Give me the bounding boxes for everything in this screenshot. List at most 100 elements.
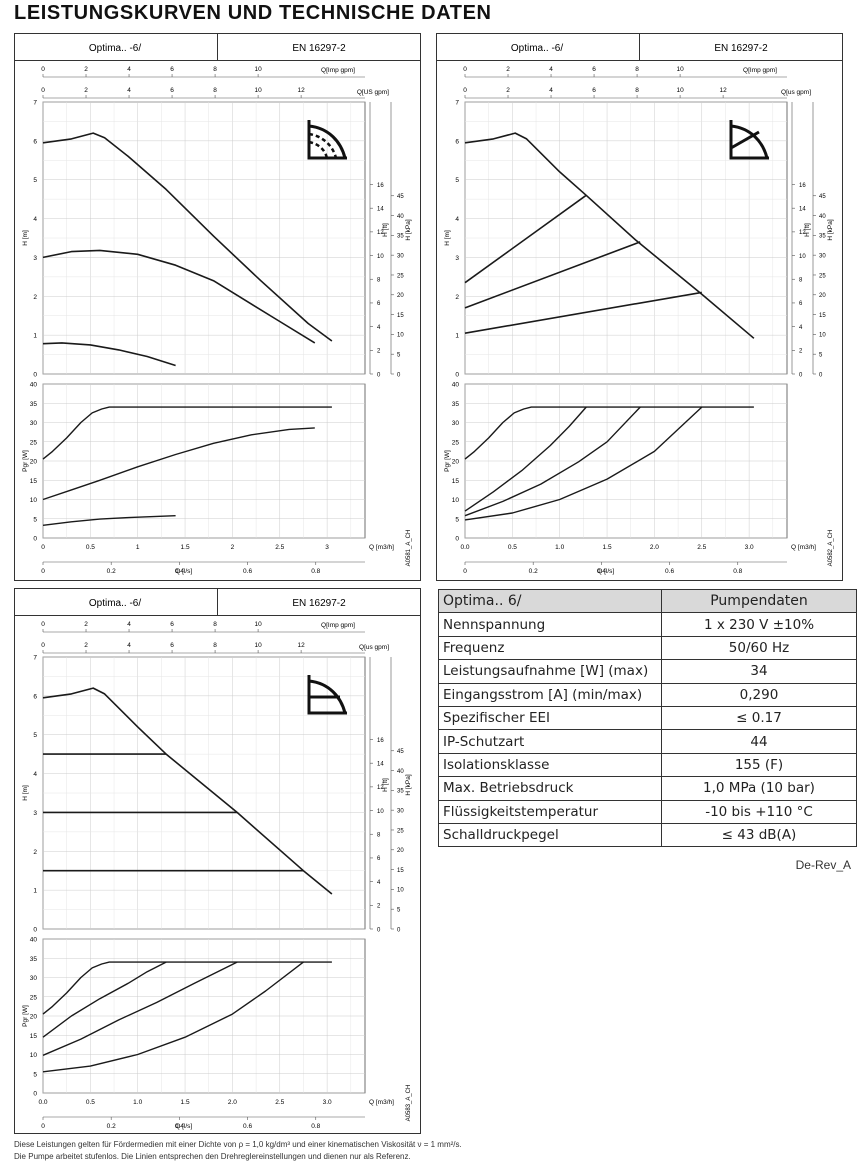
spec-label: Frequenz xyxy=(438,635,662,661)
spec-label: Leistungsaufnahme [W] (max) xyxy=(438,659,662,684)
ft-tick-label: 8 xyxy=(377,278,381,284)
us-gpm-tick-label: 6 xyxy=(170,642,174,649)
spec-row: Flüssigkeitstemperatur -10 bis +110 °C xyxy=(438,799,857,824)
icon-curve xyxy=(308,679,347,714)
us-gpm-tick-label: 6 xyxy=(592,87,596,94)
q-tick-label: 1.5 xyxy=(603,544,612,551)
ft-tick-label: 2 xyxy=(799,349,803,355)
p-tick-label: 30 xyxy=(452,420,460,427)
h-tick-label: 2 xyxy=(33,294,37,301)
kpa-tick-label: 40 xyxy=(397,214,404,220)
kpa-tick-label: 35 xyxy=(397,234,404,240)
imp-gpm-tick-label: 0 xyxy=(41,621,45,628)
drawing-id: A0582_A_CH xyxy=(828,530,834,567)
spec-row: Nennspannung 1 x 230 V ±10% xyxy=(438,612,857,637)
head-curve-2 xyxy=(464,194,587,284)
us-gpm-tick-label: 12 xyxy=(297,642,305,649)
ls-tick-label: 0.6 xyxy=(243,1123,252,1130)
ls-tick-label: 0.2 xyxy=(529,568,538,575)
kpa-axis-label: H [kPa] xyxy=(405,219,412,241)
kpa-tick-label: 15 xyxy=(819,313,826,319)
ls-axis-label: Q [l/s] xyxy=(597,568,614,575)
chart-panel-constant-curve: Optima.. -6/EN 16297-2 0 2 4 6 8 10 Q[Imp gpm] 0… xyxy=(14,33,421,581)
head-curve-1 xyxy=(42,687,333,895)
h-tick-label: 4 xyxy=(33,216,37,223)
power-curve-1 xyxy=(464,406,754,460)
kpa-tick-label: 30 xyxy=(397,808,404,814)
q-axis-label: Q [m3/h] xyxy=(369,544,394,551)
standard-label: EN 16297-2 xyxy=(292,43,346,54)
head-curve-3 xyxy=(464,241,641,309)
power-curve-4 xyxy=(464,406,703,521)
p-tick-label: 15 xyxy=(30,1033,38,1040)
kpa-tick-label: 25 xyxy=(397,273,404,279)
spec-value: 1 x 230 V ±10% xyxy=(661,612,857,637)
ls-tick-label: 0.2 xyxy=(107,1123,116,1130)
h-tick-label: 2 xyxy=(33,849,37,856)
kpa-tick-label: 10 xyxy=(397,888,404,894)
imp-gpm-tick-label: 0 xyxy=(463,66,467,73)
kpa-tick-label: 30 xyxy=(819,253,826,259)
imp-gpm-tick-label: 4 xyxy=(549,66,553,73)
ft-axis-label: H [ft] xyxy=(804,223,811,237)
spec-row: IP-Schutzart 44 xyxy=(438,729,857,754)
spec-label: Isolationsklasse xyxy=(438,752,662,778)
h-tick-label: 7 xyxy=(455,100,459,107)
q-tick-label: 0.0 xyxy=(460,544,469,551)
standard-label: EN 16297-2 xyxy=(714,43,768,54)
us-gpm-tick-label: 10 xyxy=(254,87,262,94)
h-tick-label: 7 xyxy=(33,100,37,107)
imp-gpm-tick-label: 2 xyxy=(506,66,510,73)
h-axis-label: H [m] xyxy=(444,230,451,246)
ls-tick-label: 0.8 xyxy=(311,1123,320,1130)
p-tick-label: 35 xyxy=(452,401,460,408)
ft-tick-label: 16 xyxy=(377,738,384,744)
chart-svg: Optima.. -6/EN 16297-20 2 4 6 8 10 Q[Imp gpm]0… xyxy=(14,588,421,1134)
ft-tick-label: 6 xyxy=(377,856,381,862)
h-tick-label: 4 xyxy=(455,216,459,223)
spec-row: Spezifischer EEI ≤ 0.17 xyxy=(438,705,857,731)
us-gpm-tick-label: 12 xyxy=(297,87,305,94)
head-curve-4 xyxy=(464,291,702,334)
imp-gpm-tick-label: 0 xyxy=(41,66,45,73)
q-axis-label: Q [m3/h] xyxy=(791,544,816,551)
kpa-tick-label: 30 xyxy=(397,253,404,259)
icon-curve xyxy=(308,132,338,159)
p-tick-label: 10 xyxy=(30,497,38,504)
h-tick-label: 5 xyxy=(33,177,37,184)
pump-name: Optima.. -6/ xyxy=(511,43,563,54)
us-gpm-tick-label: 0 xyxy=(41,642,45,649)
q-tick-label: 1.0 xyxy=(133,1099,142,1106)
ft-tick-label: 10 xyxy=(377,809,384,815)
pump-name: Optima.. -6/ xyxy=(89,43,141,54)
ls-tick-label: 0 xyxy=(41,568,45,575)
head-curve-1 xyxy=(42,132,333,342)
us-gpm-tick-label: 0 xyxy=(41,87,45,94)
kpa-tick-label: 5 xyxy=(819,352,823,358)
constant-curve-mode-icon xyxy=(307,120,347,160)
us-gpm-tick-label: 2 xyxy=(506,87,510,94)
h-tick-label: 1 xyxy=(33,333,37,340)
panel-frame xyxy=(436,33,843,581)
q-tick-label: 2 xyxy=(231,544,235,551)
spec-table: Optima.. 6/ Pumpendaten Nennspannung 1 x … xyxy=(438,588,857,848)
ls-tick-label: 0.6 xyxy=(243,568,252,575)
kpa-tick-label: 20 xyxy=(397,293,404,299)
ft-tick-label: 14 xyxy=(377,206,384,212)
us-gpm-label: Q[US gpm] xyxy=(357,89,389,96)
us-gpm-tick-label: 4 xyxy=(549,87,553,94)
spec-value: 0,290 xyxy=(661,682,857,707)
ls-axis-label: Q [l/s] xyxy=(175,1123,192,1130)
kpa-axis-label: H [kPa] xyxy=(405,774,412,796)
kpa-tick-label: 45 xyxy=(397,749,404,755)
spec-value: 44 xyxy=(661,729,857,754)
kpa-tick-label: 40 xyxy=(397,769,404,775)
p-tick-label: 20 xyxy=(452,459,460,466)
q-axis-label: Q [m3/h] xyxy=(369,1099,394,1106)
h-tick-label: 4 xyxy=(33,771,37,778)
icon-axes xyxy=(307,120,347,160)
q-tick-label: 0.5 xyxy=(508,544,517,551)
us-gpm-tick-label: 10 xyxy=(254,642,262,649)
p-tick-label: 25 xyxy=(30,994,38,1001)
